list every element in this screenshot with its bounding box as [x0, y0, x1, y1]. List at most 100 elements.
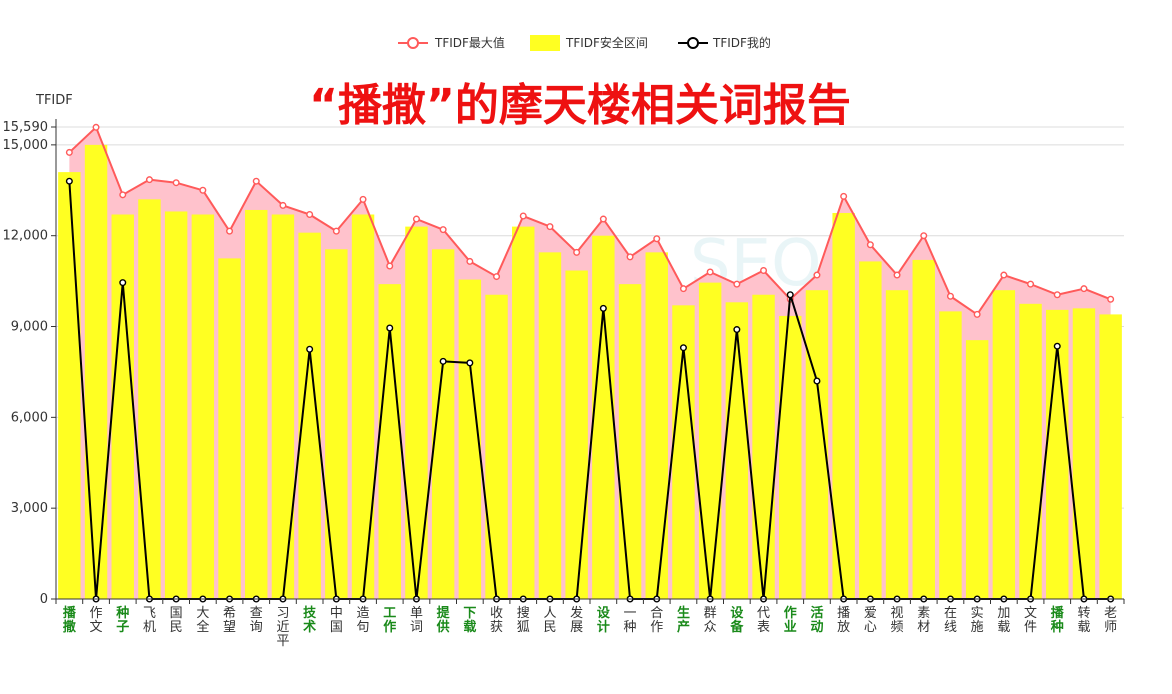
mine-point: [119, 279, 127, 287]
bar-safe: [965, 340, 989, 599]
mine-point: [65, 177, 73, 185]
x-tick-label: 合作: [650, 606, 663, 635]
bar-safe: [1019, 303, 1042, 599]
bar-safe: [912, 259, 935, 599]
legend-item-max[interactable]: TFIDF最大值: [398, 35, 505, 50]
mine-point: [813, 377, 821, 385]
bar-safe: [271, 214, 295, 599]
max-point: [439, 226, 447, 234]
bar-safe: [752, 294, 775, 599]
x-tick-label: 设备: [729, 606, 744, 635]
bar-safe: [939, 311, 962, 599]
x-tick-label: 活动: [810, 605, 823, 635]
bar-safe: [805, 290, 829, 599]
max-line-series: [65, 123, 1115, 318]
bar-safe: [111, 214, 134, 599]
y-tick-label: 15,590: [3, 120, 49, 135]
bar-safe: [378, 284, 401, 599]
bar-safe: [725, 302, 749, 599]
legend-max-label: TFIDF最大值: [434, 35, 505, 50]
legend-safe-swatch: [530, 35, 560, 51]
bar-safe: [859, 261, 882, 599]
x-tick-label: 设计: [597, 606, 611, 635]
max-point: [599, 215, 607, 223]
x-tick-label: 老师: [1104, 606, 1117, 635]
legend-item-safe[interactable]: TFIDF安全区间: [530, 35, 648, 51]
max-point: [1000, 271, 1008, 279]
max-point: [920, 232, 928, 240]
x-tick-label: 代表: [757, 606, 770, 635]
x-tick-label: 查询: [250, 606, 263, 635]
max-point: [546, 223, 554, 231]
legend[interactable]: TFIDF最大值 TFIDF安全区间 TFIDF我的: [398, 35, 771, 51]
x-tick-label: 单词: [410, 606, 423, 635]
bar-safe: [485, 294, 508, 599]
legend-max-marker: [407, 37, 419, 49]
x-tick-label: 文件: [1024, 606, 1037, 635]
max-point: [626, 253, 634, 261]
mine-point: [466, 359, 474, 367]
max-point: [653, 235, 661, 243]
x-tick-label: 素材: [917, 606, 930, 635]
bar-safe: [138, 199, 161, 600]
x-tick-label: 搜狐: [517, 606, 530, 635]
x-tick-label: 作业: [784, 605, 797, 635]
legend-mine-label: TFIDF我的: [712, 35, 771, 50]
bar-safe: [592, 235, 615, 599]
max-point: [519, 212, 527, 220]
max-line: [68, 126, 1112, 316]
max-point: [493, 273, 501, 281]
bar-safe: [84, 144, 108, 599]
bar-safe: [1072, 308, 1096, 599]
max-point: [760, 267, 768, 275]
bar-safe: [1099, 314, 1122, 599]
y-tick-label: 0: [40, 592, 48, 607]
x-tick-label: 国民: [170, 606, 183, 635]
bar-safe: [565, 270, 588, 599]
max-point: [359, 195, 367, 203]
x-tick-label: 大全: [196, 606, 209, 635]
mine-point: [599, 304, 607, 312]
mine-point: [733, 326, 741, 334]
legend-mine-marker: [687, 37, 699, 49]
max-point: [866, 241, 874, 249]
x-tick-label: 转载: [1077, 606, 1090, 635]
max-point: [386, 262, 394, 270]
x-tick-label: 飞机: [143, 606, 156, 635]
bar-safe: [298, 232, 321, 599]
x-tick-label: 生产: [677, 605, 690, 635]
x-tick-label: 实施: [971, 606, 984, 635]
max-point: [332, 227, 340, 235]
max-point: [893, 271, 901, 279]
max-point: [65, 148, 73, 156]
max-point: [92, 123, 100, 131]
max-point: [973, 310, 981, 318]
legend-item-mine[interactable]: TFIDF我的: [678, 35, 771, 50]
x-tick-label: 工作: [383, 606, 396, 635]
mine-point: [1053, 342, 1061, 350]
bar-safe: [191, 214, 215, 599]
x-tick-label: 播放: [837, 606, 850, 635]
mine-point: [386, 324, 394, 332]
x-axis-labels: 播撒作文种子飞机国民大全希望查询习近平技术中国造句工作单词提供下载收获搜狐人民发…: [63, 605, 1117, 649]
y-tick-label: 12,000: [3, 229, 49, 244]
max-point: [840, 192, 848, 200]
mine-point: [679, 344, 687, 352]
x-tick-label: 群众: [704, 606, 717, 635]
bar-safe: [351, 214, 375, 599]
max-point: [679, 285, 687, 293]
max-point: [172, 179, 180, 187]
x-tick-label: 播种: [1050, 605, 1065, 635]
bar-safe: [672, 305, 695, 599]
max-point: [813, 271, 821, 279]
x-tick-label: 加载: [997, 606, 1010, 635]
x-tick-label: 习近平: [276, 606, 289, 649]
bar-safe: [779, 315, 802, 599]
x-tick-label: 一种: [624, 606, 637, 635]
max-point: [1080, 285, 1088, 293]
max-point: [946, 292, 954, 300]
max-point: [1053, 291, 1061, 299]
x-tick-label: 收获: [490, 606, 503, 635]
bar-safe: [832, 212, 855, 599]
